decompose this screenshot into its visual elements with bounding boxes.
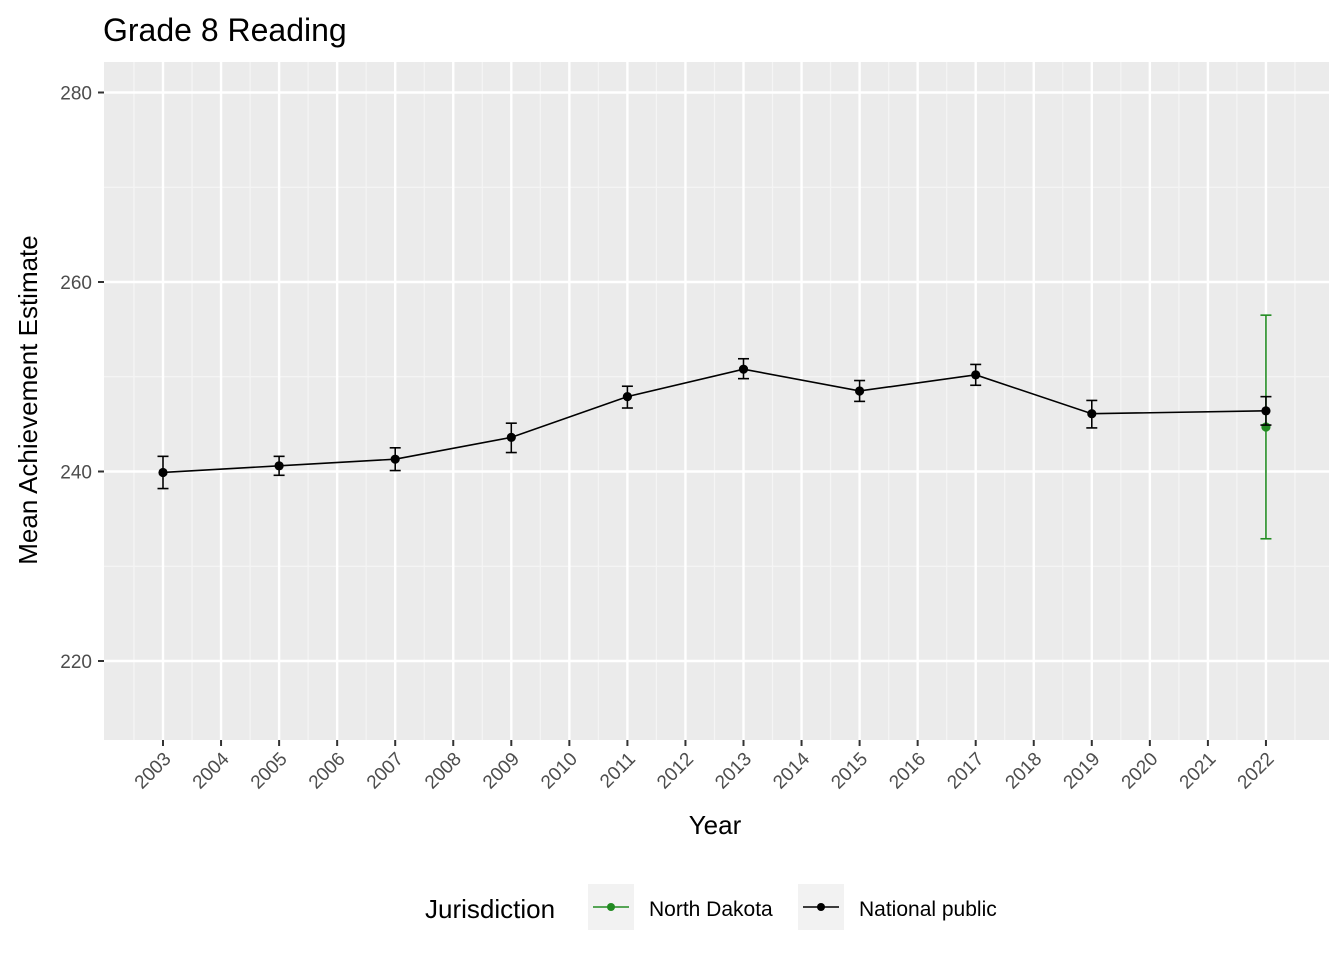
- x-tick-label: 2021: [1176, 749, 1221, 794]
- x-axis-title: Year: [689, 810, 742, 840]
- grid-major: [104, 62, 1329, 740]
- y-tick-label: 220: [60, 652, 92, 673]
- data-point-national-public: [390, 454, 400, 464]
- x-tick-label: 2003: [131, 749, 176, 794]
- y-axis: 220 240 260 280: [60, 84, 104, 673]
- y-tick-label: 280: [60, 84, 92, 105]
- x-tick-label: 2017: [943, 749, 988, 794]
- data-point-national-public: [738, 364, 749, 374]
- x-tick-label: 2013: [711, 749, 756, 794]
- y-tick-label: 240: [60, 463, 92, 484]
- x-tick-label: 2018: [1002, 749, 1047, 794]
- data-point-national-public: [622, 392, 633, 402]
- x-tick-label: 2008: [421, 749, 466, 794]
- plot-panel: [104, 62, 1329, 740]
- data-point-national-public: [158, 467, 168, 478]
- x-axis: 2003 2004 2005 2006 2007 2008 2009 2010 2011 2012…: [131, 740, 1279, 794]
- legend-point-north-dakota: [607, 903, 615, 911]
- legend-item-national-public: National public: [798, 884, 997, 930]
- data-point-national-public: [1261, 406, 1271, 416]
- data-point-national-public: [274, 461, 284, 471]
- x-tick-label: 2016: [885, 749, 930, 794]
- x-tick-label: 2020: [1118, 749, 1163, 794]
- x-tick-label: 2012: [653, 749, 698, 794]
- data-point-national-public: [971, 370, 981, 380]
- legend-title: Jurisdiction: [425, 894, 555, 924]
- x-tick-label: 2022: [1234, 749, 1279, 794]
- data-point-national-public: [1087, 409, 1097, 419]
- y-tick-label: 260: [60, 273, 92, 294]
- x-tick-label: 2010: [537, 749, 582, 794]
- x-tick-label: 2015: [827, 749, 872, 794]
- series-layer: [157, 314, 1272, 540]
- series-national-public: [157, 357, 1272, 490]
- series-line-national-public: [162, 368, 1266, 474]
- x-tick-label: 2006: [305, 749, 350, 794]
- x-tick-label: 2004: [189, 748, 234, 793]
- y-axis-title: Mean Achievement Estimate: [13, 235, 43, 565]
- data-point-national-public: [855, 386, 865, 396]
- data-point-national-public: [506, 432, 516, 442]
- legend: Jurisdiction North Dakota National publi…: [425, 884, 997, 930]
- x-tick-label: 2005: [247, 749, 292, 794]
- legend-label-national-public: National public: [859, 898, 997, 921]
- legend-item-north-dakota: North Dakota: [588, 884, 773, 930]
- x-tick-label: 2007: [363, 749, 408, 794]
- x-tick-label: 2014: [769, 748, 814, 793]
- x-tick-label: 2009: [479, 749, 524, 794]
- x-tick-label: 2019: [1060, 749, 1105, 794]
- legend-point-national-public: [817, 903, 825, 911]
- legend-label-north-dakota: North Dakota: [649, 898, 773, 921]
- x-tick-label: 2011: [596, 749, 640, 793]
- grid-minor: [104, 62, 1329, 740]
- chart-title: Grade 8 Reading: [103, 12, 347, 48]
